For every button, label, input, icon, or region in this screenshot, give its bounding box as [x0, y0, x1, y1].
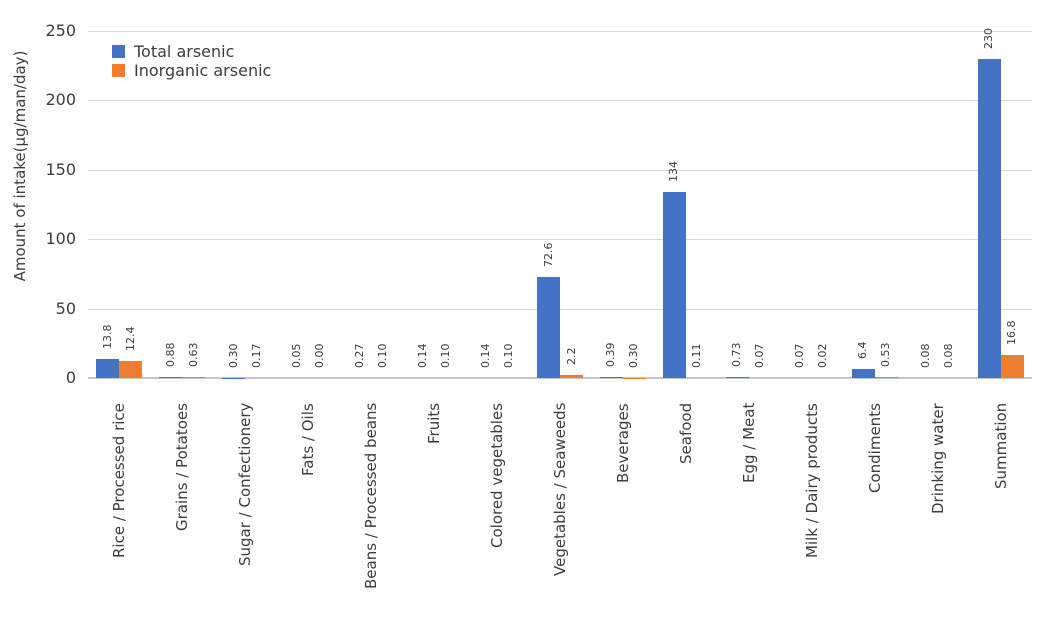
x-category-label: Milk / Dairy products [802, 403, 821, 558]
x-category-label: Fruits [425, 403, 444, 445]
bar-value-label: 0.27 [352, 343, 366, 368]
bar-value-label: 0.88 [163, 342, 177, 367]
x-category-label: Summation [991, 403, 1010, 490]
gridline [88, 100, 1032, 102]
x-category-label: Seafood [676, 403, 695, 465]
legend: Total arsenic Inorganic arsenic [112, 42, 271, 80]
x-category-label: Egg / Meat [739, 403, 758, 484]
x-axis-baseline [88, 377, 1032, 379]
x-category-label: Beverages [613, 403, 632, 483]
x-category-label: Beans / Processed beans [362, 403, 381, 590]
bar-inorganic-arsenic [119, 360, 143, 378]
bar-total-arsenic [851, 369, 875, 378]
bar-value-label: 0.39 [604, 342, 618, 368]
x-category-label: Sugar / Confectionery [236, 403, 255, 567]
y-tick-label: 150 [45, 159, 76, 179]
x-category-label: Colored vegetables [488, 403, 507, 549]
bar-value-label: 72.6 [541, 242, 555, 268]
gridline [88, 308, 1032, 310]
x-category-label: Drinking water [928, 403, 947, 514]
legend-swatch-total-arsenic [112, 45, 125, 58]
legend-label-inorganic-arsenic: Inorganic arsenic [134, 61, 272, 80]
bar-inorganic-arsenic [182, 377, 206, 378]
bar-value-label: 0.11 [690, 343, 704, 368]
bar-value-label: 0.00 [312, 343, 326, 369]
bar-value-label: 0.05 [289, 343, 303, 368]
bar-value-label: 0.08 [942, 343, 956, 368]
bar-value-label: 13.8 [100, 324, 114, 349]
bar-inorganic-arsenic [560, 374, 583, 378]
bar-value-label: 6.4 [856, 341, 870, 360]
x-category-label: Condiments [865, 403, 884, 493]
bar-inorganic-arsenic [874, 377, 898, 378]
y-tick-label: 0 [65, 368, 76, 387]
y-tick-label: 250 [45, 21, 76, 40]
bar-total-arsenic [599, 377, 623, 378]
y-tick-label: 200 [45, 90, 76, 110]
bar-value-label: 0.10 [375, 343, 389, 368]
bar-value-label: 0.02 [816, 343, 830, 368]
bar-value-label: 0.63 [186, 342, 200, 368]
x-category-label: Vegetables / Seaweeds [551, 403, 569, 577]
x-category-label: Grains / Potatoes [173, 403, 192, 531]
x-category-label: Fats / Oils [299, 403, 318, 476]
legend-label-total-arsenic: Total arsenic [134, 42, 235, 61]
bar-value-label: 16.8 [1005, 320, 1019, 345]
y-tick-label: 100 [45, 229, 76, 249]
bar-value-label: 0.14 [415, 343, 429, 368]
bar-value-label: 0.30 [627, 343, 641, 368]
bar-value-label: 0.53 [879, 342, 893, 368]
bar-value-label: 0.08 [919, 343, 933, 368]
bar-total-arsenic [977, 58, 1001, 378]
bar-value-label: 0.14 [478, 343, 492, 368]
bar-value-label: 0.07 [793, 343, 807, 368]
bar-inorganic-arsenic [1000, 354, 1024, 378]
gridline [88, 239, 1032, 241]
bar-value-label: 0.10 [438, 343, 452, 368]
bar-value-label: 0.30 [226, 343, 240, 368]
gridline [88, 31, 1032, 32]
y-tick-label: 50 [55, 298, 76, 318]
legend-swatch-inorganic-arsenic [112, 64, 125, 77]
bar-total-arsenic [159, 376, 183, 378]
bar-value-label: 0.73 [730, 342, 744, 367]
bar-value-label: 0.17 [249, 343, 263, 368]
bar-value-label: 0.10 [501, 343, 515, 368]
legend-item-total-arsenic: Total arsenic [112, 42, 271, 61]
bar-total-arsenic [96, 358, 120, 378]
bar-value-label: 0.07 [753, 343, 767, 368]
gridline [88, 169, 1032, 171]
bar-value-label: 134 [667, 161, 681, 182]
x-category-label: Rice / Processed rice [110, 403, 129, 558]
bar-value-label: 12.4 [123, 326, 137, 351]
bar-total-arsenic [537, 277, 560, 378]
bar-total-arsenic [725, 376, 749, 378]
legend-item-inorganic-arsenic: Inorganic arsenic [112, 61, 271, 80]
bar-value-label: 2.2 [564, 347, 578, 365]
bar-value-label: 230 [982, 27, 996, 49]
bar-total-arsenic [662, 192, 686, 378]
